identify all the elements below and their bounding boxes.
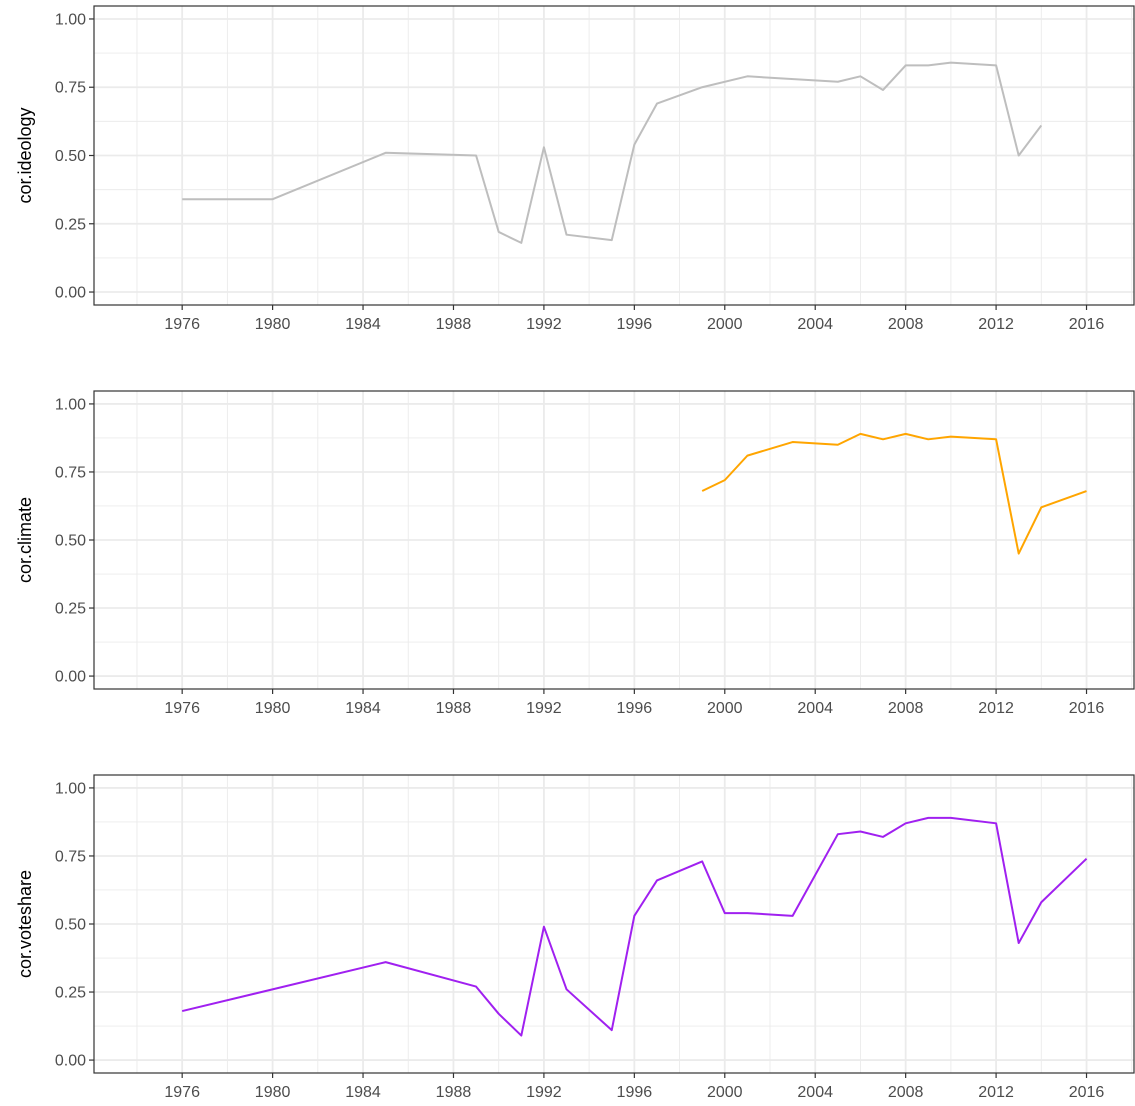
x-tick-label: 1988 — [436, 700, 472, 717]
y-tick-label: 0.00 — [55, 285, 86, 302]
x-tick-label: 1984 — [345, 316, 381, 333]
x-tick-label: 2000 — [707, 1084, 743, 1101]
y-tick-label: 0.75 — [55, 464, 86, 481]
x-tick-label: 1992 — [526, 316, 562, 333]
panel-1: 0.00 0.25 0.50 0.75 1.00 1976 1980 1984 1988 1992… — [15, 5, 1135, 333]
x-tick-label: 1996 — [617, 700, 653, 717]
x-tick-label: 2012 — [978, 1084, 1014, 1101]
x-tick-label: 1992 — [526, 1084, 562, 1101]
series-line-cor.climate — [701, 432, 1087, 555]
x-tick-label: 2008 — [888, 700, 924, 717]
x-tick-label: 2008 — [888, 1084, 924, 1101]
panel-2: 0.00 0.25 0.50 0.75 1.00 1976 1980 1984 1988 1992… — [15, 390, 1135, 717]
series-line-cor.voteshare — [181, 816, 1088, 1037]
y-tick-label: 0.50 — [55, 917, 86, 934]
x-tick-label: 2016 — [1069, 1084, 1105, 1101]
x-tick-label: 2012 — [978, 316, 1014, 333]
x-tick-label: 1984 — [345, 700, 381, 717]
y-axis-title: cor.climate — [15, 497, 35, 583]
y-tick-label: 0.75 — [55, 848, 86, 865]
x-tick-label: 1996 — [617, 1084, 653, 1101]
x-tick-label: 2016 — [1069, 700, 1105, 717]
y-axis-title: cor.ideology — [15, 107, 35, 203]
x-tick-label: 1976 — [164, 700, 200, 717]
x-tick-label: 2004 — [797, 316, 833, 333]
x-tick-label: 1976 — [164, 316, 200, 333]
y-tick-label: 1.00 — [55, 396, 86, 413]
x-tick-label: 1980 — [255, 700, 291, 717]
x-tick-label: 1992 — [526, 700, 562, 717]
x-tick-label: 1980 — [255, 1084, 291, 1101]
x-tick-label: 1988 — [436, 316, 472, 333]
x-tick-label: 2000 — [707, 316, 743, 333]
x-tick-label: 1976 — [164, 1084, 200, 1101]
x-tick-label: 1980 — [255, 316, 291, 333]
panel-3: 0.00 0.25 0.50 0.75 1.00 1976 1980 1984 1988 1992… — [15, 774, 1135, 1101]
x-tick-label: 2016 — [1069, 316, 1105, 333]
y-tick-label: 0.25 — [55, 216, 86, 233]
y-tick-label: 0.00 — [55, 1053, 86, 1070]
x-tick-label: 2008 — [888, 316, 924, 333]
y-tick-label: 0.50 — [55, 148, 86, 165]
x-tick-label: 1996 — [617, 316, 653, 333]
y-tick-label: 0.50 — [55, 533, 86, 550]
x-tick-label: 2012 — [978, 700, 1014, 717]
y-tick-label: 0.00 — [55, 669, 86, 686]
y-tick-label: 0.75 — [55, 80, 86, 97]
x-tick-label: 1984 — [345, 1084, 381, 1101]
x-tick-label: 2000 — [707, 700, 743, 717]
y-tick-label: 0.25 — [55, 985, 86, 1002]
y-tick-label: 1.00 — [55, 11, 86, 28]
y-tick-label: 1.00 — [55, 780, 86, 797]
series-line-cor.ideology — [182, 61, 1043, 244]
x-tick-label: 1988 — [436, 1084, 472, 1101]
x-tick-label: 2004 — [797, 700, 833, 717]
y-axis-title: cor.voteshare — [15, 870, 35, 978]
x-tick-label: 2004 — [797, 1084, 833, 1101]
y-tick-label: 0.25 — [55, 601, 86, 618]
